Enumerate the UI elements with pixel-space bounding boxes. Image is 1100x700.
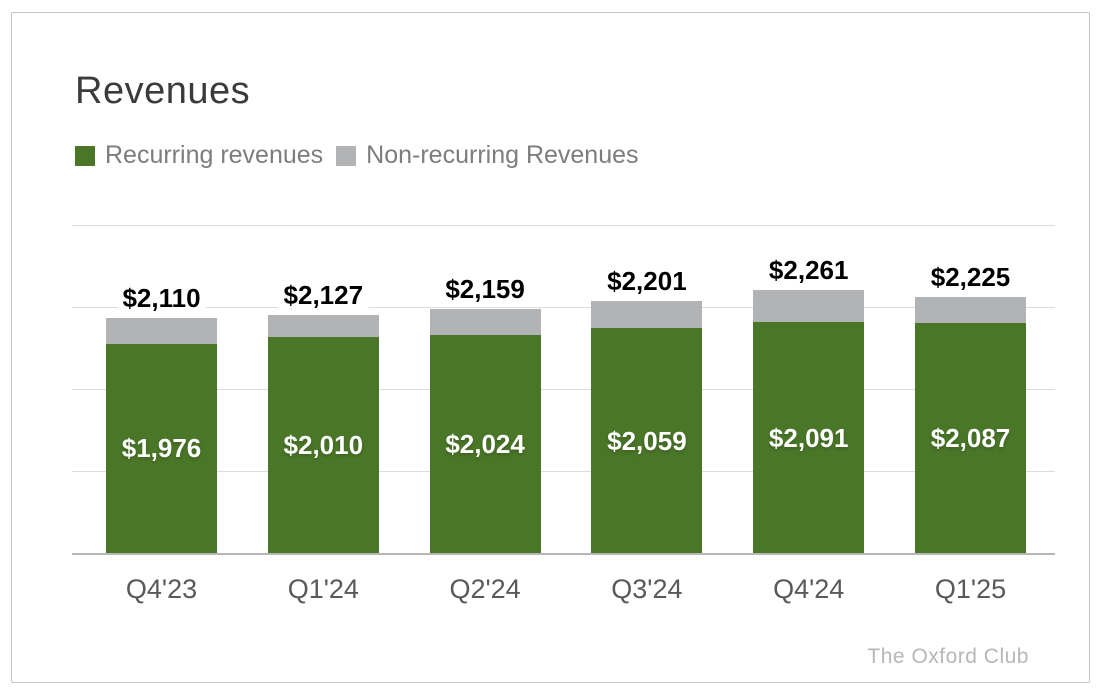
x-axis-label: Q1'25	[934, 574, 1007, 604]
gridline	[72, 471, 1055, 472]
source-credit: The Oxford Club	[867, 645, 1029, 668]
legend-swatch-non-recurring-icon	[336, 145, 357, 166]
bar-segment-recurring: $2,024	[429, 334, 541, 554]
x-axis-label: Q2'24	[449, 574, 521, 604]
x-axis-label: Q1'24	[287, 574, 359, 604]
gridline	[72, 307, 1055, 308]
bar-total-label: $2,225	[925, 262, 1016, 291]
bar-recurring-value-label: $2,024	[445, 428, 525, 459]
bar-recurring-value-label: $2,010	[283, 430, 364, 461]
bar-segment-non-recurring	[106, 318, 217, 344]
legend-item-non-recurring: Non-recurring Revenues	[336, 141, 639, 169]
bar-segment-recurring: $1,976	[106, 343, 217, 554]
bar-group: $2,059 $2,201 Q3'24	[591, 225, 703, 604]
bar-segment-recurring: $2,010	[267, 337, 379, 554]
bar-group: $2,091 $2,261 Q4'24	[753, 225, 865, 604]
bar-total-label: $2,159	[440, 275, 530, 304]
bar-recurring-value-label: $2,059	[607, 425, 687, 456]
x-axis-label: Q4'24	[773, 574, 845, 604]
legend-label-recurring: Recurring revenues	[105, 141, 324, 169]
bar-segment-non-recurring	[591, 301, 703, 329]
plot-area: $1,976 $2,110 Q4'23 $2,010 $2,127 Q1'24 $2,024…	[72, 225, 1055, 604]
chart-title: Revenues	[75, 70, 251, 112]
bar-recurring-value-label: $1,976	[121, 433, 202, 464]
legend-label-non-recurring: Non-recurring Revenues	[366, 141, 639, 169]
bar-group: $2,087 $2,225 Q1'25	[915, 225, 1026, 604]
bar-segment-recurring: $2,059	[591, 328, 703, 554]
bar-total-label: $2,110	[117, 284, 206, 313]
gridline	[72, 389, 1055, 390]
bar-total-label: $2,127	[278, 281, 369, 310]
bar-group: $2,010 $2,127 Q1'24	[267, 225, 379, 604]
bar-segment-recurring: $2,087	[915, 322, 1026, 554]
bar-recurring-value-label: $2,087	[930, 422, 1011, 453]
bar-total-label: $2,261	[763, 255, 854, 284]
bar-group: $2,024 $2,159 Q2'24	[429, 225, 541, 604]
chart-card: Revenues Recurring revenues Non-recurrin…	[11, 12, 1090, 683]
x-axis-label: Q3'24	[611, 574, 683, 604]
legend: Recurring revenues Non-recurring Revenue…	[75, 143, 639, 168]
bar-total-label: $2,201	[602, 267, 692, 296]
bar-recurring-value-label: $2,091	[768, 422, 849, 453]
x-axis-label: Q4'23	[125, 574, 198, 604]
x-axis-line	[72, 553, 1055, 555]
bar-segment-non-recurring	[267, 315, 379, 338]
bar-group: $1,976 $2,110 Q4'23	[106, 225, 217, 604]
bar-segment-non-recurring	[915, 296, 1026, 323]
bar-segment-recurring: $2,091	[753, 322, 865, 554]
gridline	[72, 225, 1055, 226]
legend-item-recurring: Recurring revenues	[75, 143, 323, 168]
bar-segment-non-recurring	[753, 289, 865, 323]
bar-segment-non-recurring	[429, 309, 541, 335]
legend-swatch-recurring-icon	[75, 145, 95, 166]
